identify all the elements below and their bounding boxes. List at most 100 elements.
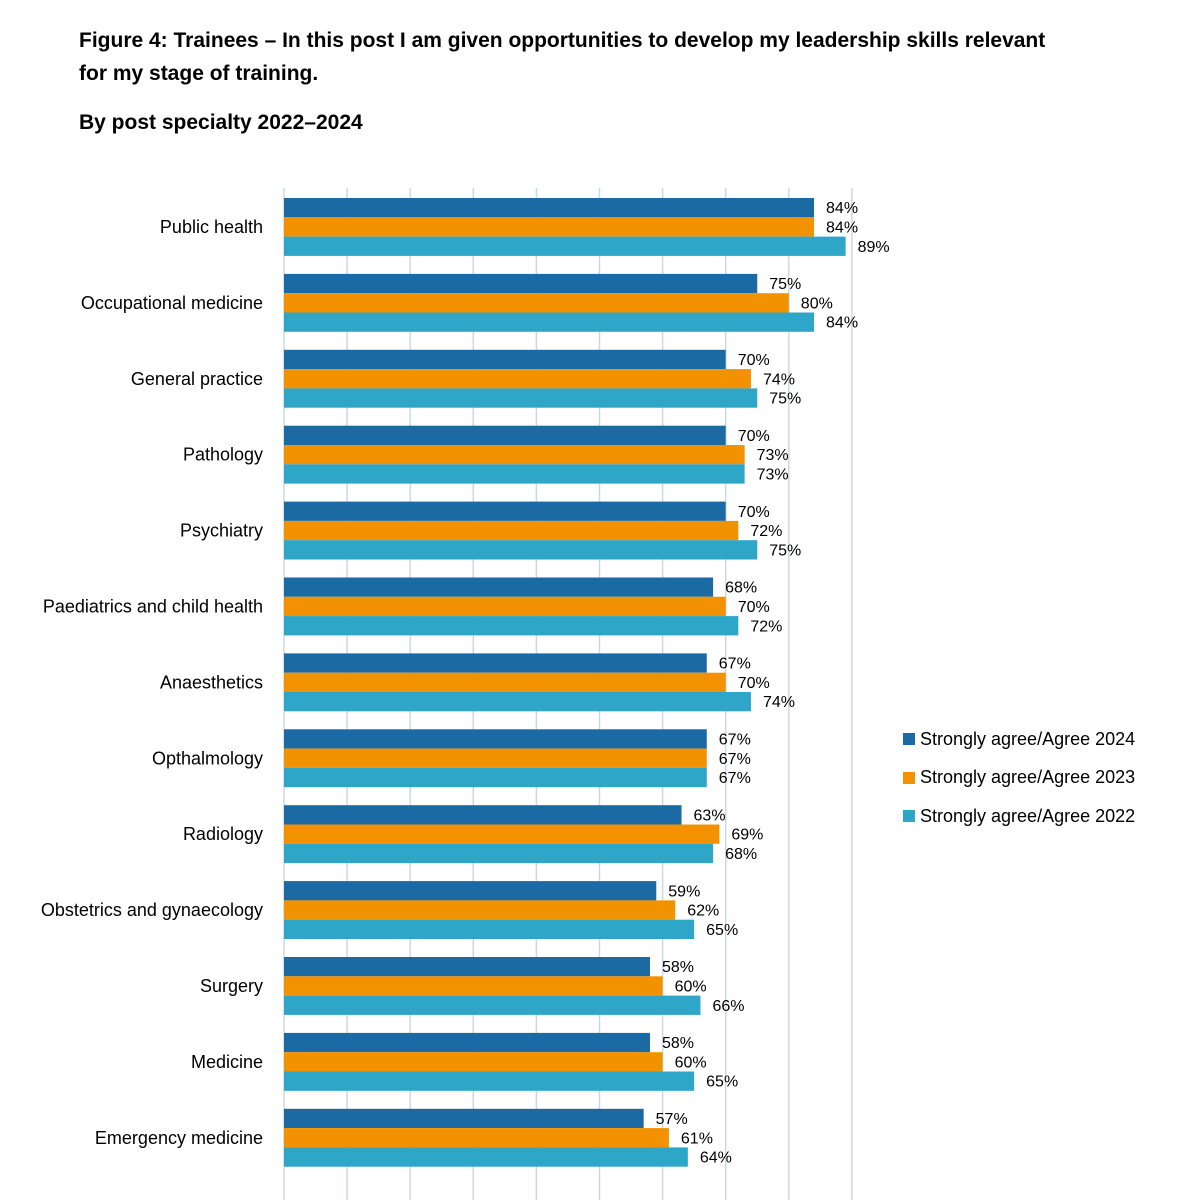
bar-emergency-medicine-1 [284, 1128, 669, 1148]
bar-medicine-2 [284, 1071, 695, 1091]
data-label-opthalmology-1: 67% [719, 751, 751, 768]
data-label-obstetrics-and-gynaecology-1: 62% [687, 903, 719, 920]
data-label-medicine-1: 60% [675, 1054, 707, 1071]
data-label-public-health-2: 89% [858, 239, 890, 256]
bar-paediatrics-and-child-health-2 [284, 616, 739, 636]
data-label-emergency-medicine-2: 64% [700, 1150, 732, 1167]
bar-paediatrics-and-child-health-1 [284, 596, 726, 617]
bar-occupational-medicine-2 [284, 312, 815, 332]
category-label-medicine: Medicine [191, 1052, 263, 1072]
data-label-occupational-medicine-0: 75% [769, 276, 801, 293]
category-label-occupational-medicine: Occupational medicine [81, 293, 263, 313]
legend-label-2022: Strongly agree/Agree 2022 [920, 805, 1136, 826]
bar-general-practice-0 [284, 349, 726, 370]
bar-psychiatry-1 [284, 520, 739, 541]
category-label-surgery: Surgery [200, 976, 263, 996]
category-label-obstetrics-and-gynaecology: Obstetrics and gynaecology [41, 900, 263, 920]
legend-item-2022: Strongly agree/Agree 2022 [903, 797, 1135, 836]
data-label-opthalmology-0: 67% [719, 731, 751, 748]
bar-general-practice-2 [284, 388, 758, 408]
bar-pathology-0 [284, 425, 726, 445]
data-label-general-practice-2: 75% [769, 391, 801, 408]
data-label-paediatrics-and-child-health-0: 68% [725, 580, 757, 597]
legend-item-2023: Strongly agree/Agree 2023 [903, 759, 1135, 798]
bar-radiology-0 [284, 805, 682, 825]
bar-psychiatry-0 [284, 501, 726, 521]
data-label-radiology-2: 68% [725, 846, 757, 863]
legend-swatch-2023 [903, 771, 915, 784]
bar-surgery-2 [284, 995, 701, 1015]
category-label-public-health: Public health [160, 217, 263, 237]
data-label-obstetrics-and-gynaecology-0: 59% [668, 883, 700, 900]
data-label-surgery-0: 58% [662, 959, 694, 976]
chart-subtitle: By post specialty 2022–2024 [79, 111, 363, 134]
legend-label-2023: Strongly agree/Agree 2023 [920, 767, 1136, 788]
bar-public-health-1 [284, 217, 815, 237]
bar-obstetrics-and-gynaecology-0 [284, 881, 657, 901]
bar-opthalmology-0 [284, 729, 707, 749]
category-label-emergency-medicine: Emergency medicine [95, 1128, 263, 1148]
legend-swatch-2022 [903, 810, 915, 823]
category-label-general-practice: General practice [131, 369, 263, 389]
category-label-pathology: Pathology [183, 445, 263, 465]
bar-anaesthetics-0 [284, 653, 707, 673]
legend-item-2024: Strongly agree/Agree 2024 [903, 720, 1135, 759]
bar-psychiatry-2 [284, 540, 758, 560]
bar-radiology-2 [284, 843, 714, 864]
bar-obstetrics-and-gynaecology-2 [284, 919, 695, 939]
data-label-general-practice-0: 70% [738, 352, 770, 369]
data-label-public-health-1: 84% [826, 219, 858, 236]
bar-emergency-medicine-2 [284, 1147, 688, 1167]
bar-anaesthetics-1 [284, 672, 726, 692]
bar-public-health-2 [284, 236, 846, 256]
bar-public-health-0 [284, 198, 815, 218]
bar-opthalmology-2 [284, 767, 707, 788]
bar-opthalmology-1 [284, 748, 707, 768]
data-label-pathology-1: 73% [757, 447, 789, 464]
data-label-radiology-0: 63% [694, 807, 726, 824]
bar-medicine-0 [284, 1032, 650, 1053]
data-label-psychiatry-2: 75% [769, 542, 801, 559]
legend-label-2024: Strongly agree/Agree 2024 [920, 728, 1136, 749]
bar-pathology-1 [284, 445, 745, 465]
data-label-anaesthetics-2: 74% [763, 694, 795, 711]
bar-anaesthetics-2 [284, 692, 751, 712]
category-label-radiology: Radiology [183, 824, 263, 844]
data-label-pathology-2: 73% [757, 466, 789, 483]
bar-surgery-1 [284, 976, 663, 996]
data-label-pathology-0: 70% [738, 428, 770, 445]
data-label-emergency-medicine-1: 61% [681, 1130, 713, 1147]
data-label-anaesthetics-0: 67% [719, 656, 751, 673]
data-label-psychiatry-0: 70% [738, 504, 770, 521]
data-label-occupational-medicine-1: 80% [801, 295, 833, 312]
data-label-opthalmology-2: 67% [719, 770, 751, 787]
data-label-surgery-1: 60% [675, 978, 707, 995]
bar-pathology-2 [284, 464, 745, 484]
bar-medicine-1 [284, 1052, 663, 1072]
category-label-paediatrics-and-child-health: Paediatrics and child health [43, 596, 263, 616]
category-label-anaesthetics: Anaesthetics [160, 672, 263, 692]
data-label-anaesthetics-1: 70% [738, 675, 770, 692]
bar-radiology-1 [284, 824, 720, 844]
data-label-paediatrics-and-child-health-1: 70% [738, 599, 770, 616]
legend-swatch-2024 [903, 733, 915, 746]
bar-general-practice-1 [284, 369, 751, 389]
data-label-psychiatry-1: 72% [750, 523, 782, 540]
data-label-occupational-medicine-2: 84% [826, 315, 858, 332]
data-label-surgery-2: 66% [712, 998, 744, 1015]
data-label-medicine-2: 65% [706, 1074, 738, 1091]
data-label-emergency-medicine-0: 57% [656, 1111, 688, 1128]
data-label-public-health-0: 84% [826, 200, 858, 217]
data-label-radiology-1: 69% [731, 827, 763, 844]
chart-legend: Strongly agree/Agree 2024 Strongly agree… [903, 720, 1135, 836]
bar-occupational-medicine-0 [284, 273, 758, 294]
category-label-psychiatry: Psychiatry [180, 521, 263, 541]
data-label-medicine-0: 58% [662, 1035, 694, 1052]
bar-surgery-0 [284, 957, 650, 977]
bar-emergency-medicine-0 [284, 1108, 644, 1129]
data-label-paediatrics-and-child-health-2: 72% [750, 618, 782, 635]
bar-occupational-medicine-1 [284, 293, 789, 313]
chart-title: Figure 4: Trainees – In this post I am g… [79, 29, 1046, 85]
bar-obstetrics-and-gynaecology-1 [284, 900, 676, 920]
